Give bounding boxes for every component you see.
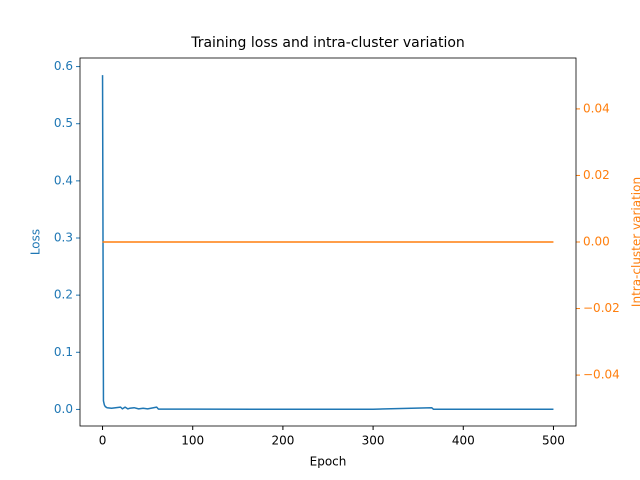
x-tick-label: 300 (362, 434, 385, 448)
y2-tick-label: 0.04 (583, 101, 610, 115)
x-axis-label: Epoch (310, 455, 347, 469)
x-tick-label: 0 (99, 434, 107, 448)
chart-title: Training loss and intra-cluster variatio… (190, 35, 465, 51)
x-tick-label: 400 (452, 434, 475, 448)
y2-axis-label: Intra-cluster variation (630, 177, 640, 307)
y-tick-label: 0.4 (54, 173, 73, 187)
y-tick-label: 0.1 (54, 345, 73, 359)
y2-tick-label: −0.02 (583, 301, 620, 315)
y-tick-label: 0.0 (54, 402, 73, 416)
x-tick-label: 200 (271, 434, 294, 448)
y-tick-label: 0.3 (54, 231, 73, 245)
y-axis-label: Loss (29, 229, 43, 255)
plot-frame (79, 57, 577, 427)
y-tick-label: 0.5 (54, 116, 73, 130)
y2-tick-label: −0.04 (583, 368, 620, 382)
x-tick-label: 500 (542, 434, 565, 448)
y-tick-label: 0.2 (54, 288, 73, 302)
y-tick-label: 0.6 (54, 59, 73, 73)
y2-tick-label: 0.02 (583, 168, 610, 182)
x-tick-label: 100 (181, 434, 204, 448)
line-series (101, 75, 554, 411)
y2-tick-label: 0.00 (583, 235, 610, 249)
